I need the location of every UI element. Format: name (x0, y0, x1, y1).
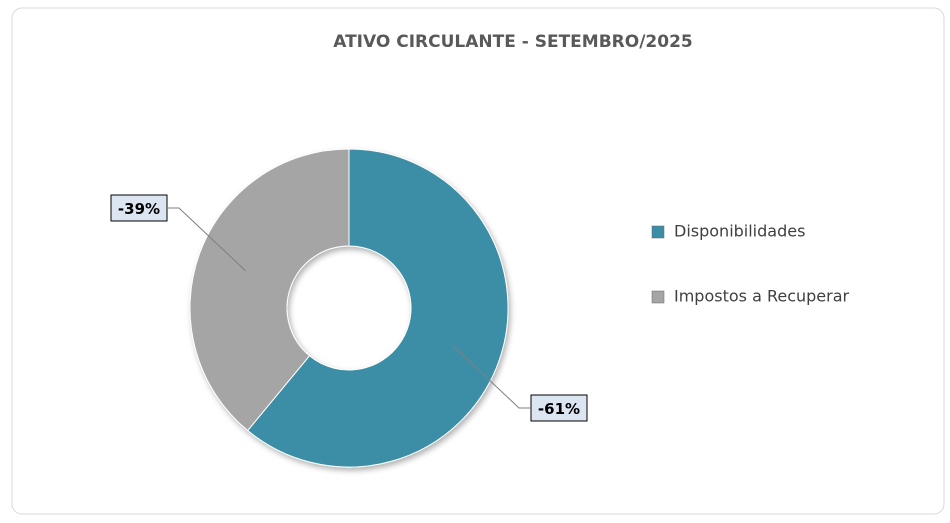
data-label-unit: % (145, 200, 160, 218)
leader-line (452, 344, 530, 409)
donut (189, 148, 509, 468)
donut-slice (189, 148, 350, 432)
leader-line (168, 207, 246, 272)
chart-title: ATIVO CIRCULANTE - SETEMBRO/2025 (333, 32, 692, 52)
data-label: -39% (118, 200, 160, 218)
data-label-box (530, 394, 588, 422)
donut-slice (246, 148, 509, 468)
data-label-box (110, 194, 168, 222)
data-label: -61% (538, 400, 580, 418)
legend-swatch (651, 225, 665, 239)
data-label-value: -39 (118, 200, 145, 218)
data-label-value: -61 (538, 400, 565, 418)
legend-swatch (651, 290, 665, 304)
legend-label: Disponibilidades (674, 222, 805, 241)
legend-label: Impostos a Recuperar (674, 287, 850, 306)
data-label-unit: % (565, 400, 580, 418)
